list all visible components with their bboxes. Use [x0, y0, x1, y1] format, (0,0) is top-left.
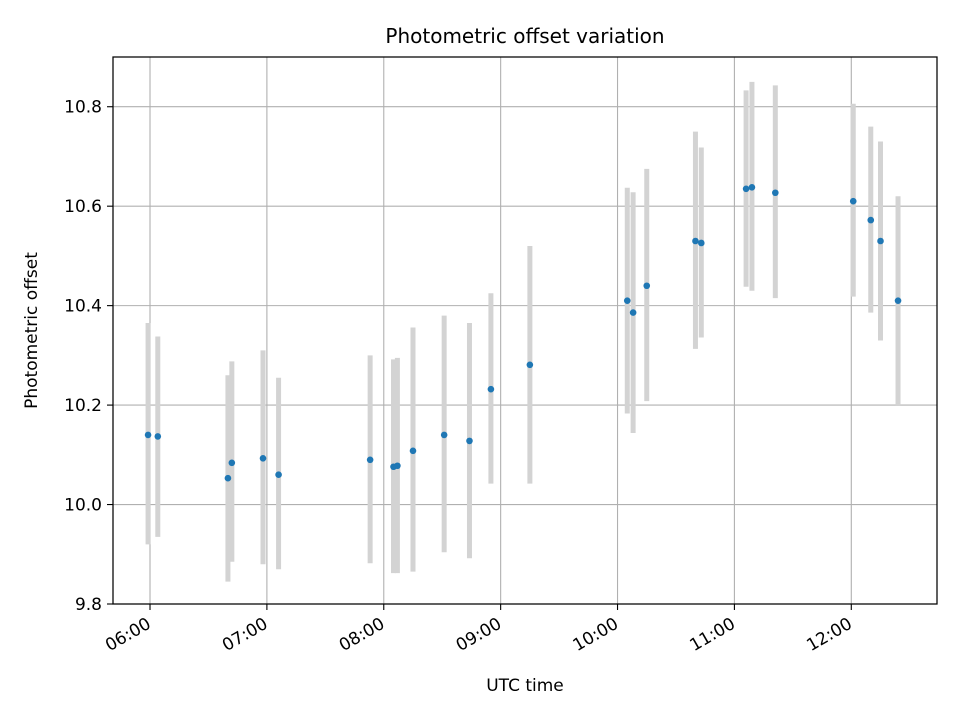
- y-tick-label: 10.8: [64, 98, 102, 118]
- data-point: [228, 459, 236, 467]
- data-point: [259, 454, 267, 462]
- data-point: [877, 237, 884, 245]
- y-axis-label: Photometric offset: [22, 252, 42, 409]
- plot-frame: [112, 56, 938, 605]
- data-point: [409, 447, 417, 455]
- y-axis-ticks: 9.8 10.0 10.2 10.4 10.6 10.8: [64, 98, 113, 615]
- data-point: [894, 297, 902, 304]
- data-point: [144, 431, 152, 439]
- data-point: [526, 361, 534, 369]
- data-point: [643, 282, 651, 290]
- y-tick-label: 10.6: [64, 197, 102, 217]
- data-point: [394, 462, 401, 470]
- data-points: [144, 183, 902, 482]
- y-tick-label: 10.2: [64, 396, 102, 416]
- data-point: [366, 456, 374, 464]
- data-point: [275, 471, 282, 479]
- data-point: [697, 239, 705, 247]
- data-point: [742, 185, 750, 193]
- y-tick-label: 10.0: [64, 496, 102, 516]
- data-point: [487, 385, 495, 393]
- data-point: [867, 216, 875, 224]
- data-point: [629, 309, 637, 316]
- data-point: [692, 237, 699, 245]
- data-point: [748, 183, 756, 191]
- chart-title: Photometric offset variation: [385, 24, 664, 48]
- data-point: [466, 437, 473, 445]
- data-point: [154, 433, 162, 440]
- data-point: [772, 189, 779, 197]
- y-tick-label: 9.8: [75, 595, 102, 615]
- data-point: [224, 474, 232, 482]
- data-point: [440, 431, 448, 439]
- grid-lines: [113, 57, 937, 605]
- y-tick-label: 10.4: [64, 297, 102, 317]
- data-point: [623, 297, 631, 304]
- x-axis-label: UTC time: [486, 676, 564, 696]
- data-point: [849, 197, 857, 205]
